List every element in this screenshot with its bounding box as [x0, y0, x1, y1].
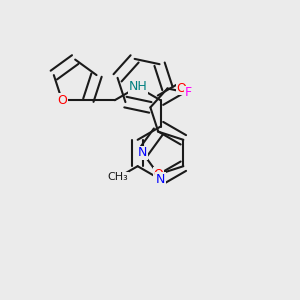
Text: N: N: [138, 146, 147, 160]
Text: F: F: [185, 86, 192, 99]
Text: N: N: [156, 173, 165, 186]
Text: O: O: [176, 82, 186, 95]
Text: CH₃: CH₃: [108, 172, 129, 182]
Text: O: O: [153, 168, 163, 181]
Text: NH: NH: [128, 80, 147, 94]
Text: O: O: [57, 94, 67, 107]
